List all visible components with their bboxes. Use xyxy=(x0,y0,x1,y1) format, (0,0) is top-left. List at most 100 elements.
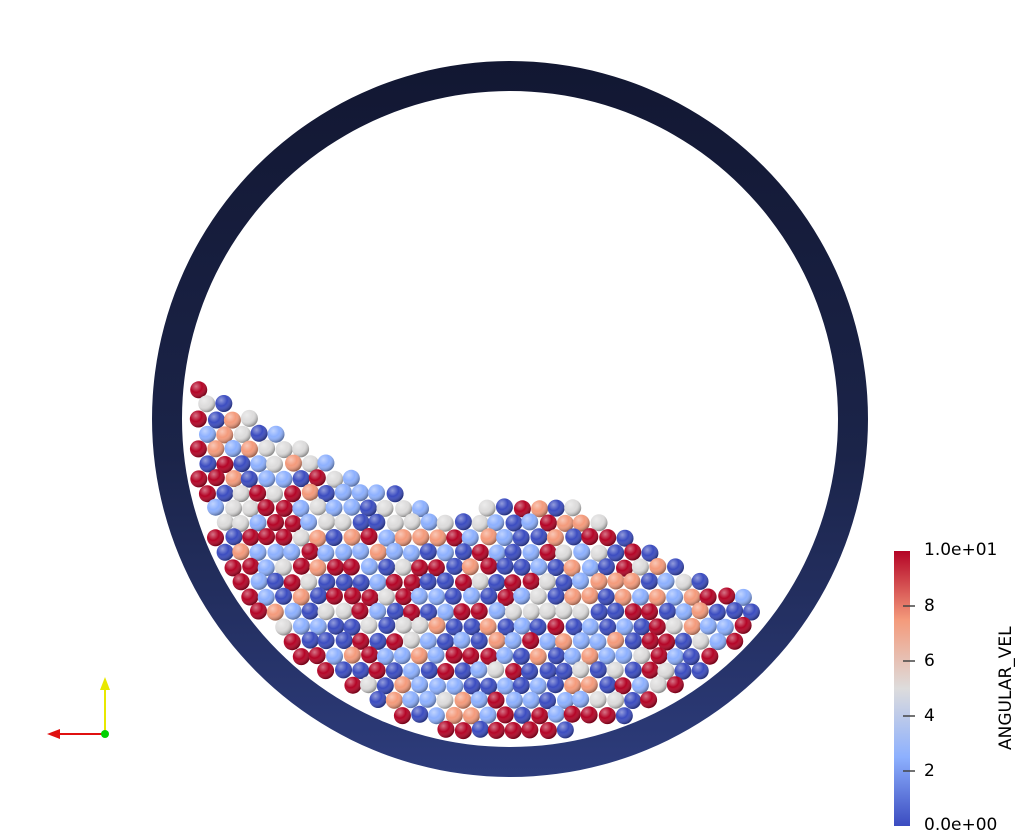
particle-shading xyxy=(488,632,506,649)
particle-shading xyxy=(547,705,565,723)
particle-shading xyxy=(301,631,319,649)
particle-shading xyxy=(531,500,549,518)
particle-shading xyxy=(463,618,481,636)
particle-shading xyxy=(522,603,540,621)
particle-shading xyxy=(589,661,607,679)
particle-shading xyxy=(309,529,327,547)
particle-shading xyxy=(581,528,599,546)
particle-shading xyxy=(614,677,632,695)
particle-shading xyxy=(565,528,583,546)
particle-shading xyxy=(225,528,243,546)
particle-shading xyxy=(199,455,217,473)
particle-shading xyxy=(488,574,506,591)
particle-shading xyxy=(529,587,547,605)
particle-shading xyxy=(207,440,225,458)
particle-shading xyxy=(361,589,379,607)
particle-shading xyxy=(376,648,394,665)
particle-shading xyxy=(394,558,412,576)
particle-shading xyxy=(275,441,293,459)
particle-shading xyxy=(572,514,590,532)
particle-shading xyxy=(497,618,515,636)
particle-shading xyxy=(470,602,488,620)
particle-shading xyxy=(546,529,564,547)
particle-shading xyxy=(232,543,250,561)
particle-shading xyxy=(344,587,361,605)
particle-shading xyxy=(267,543,285,561)
particle-shading xyxy=(436,572,454,590)
particle-shading xyxy=(327,617,345,635)
particle-shading xyxy=(351,602,369,620)
particle-shading xyxy=(300,573,318,591)
particle-shading xyxy=(369,574,387,591)
particle-shading xyxy=(189,410,207,428)
particle-shading xyxy=(615,646,633,664)
particle-shading xyxy=(675,573,693,591)
particle-shading xyxy=(641,544,659,562)
particle-shading xyxy=(429,677,446,695)
colorbar-title: ANGULAR_VEL xyxy=(996,626,1016,750)
particle-shading xyxy=(614,588,632,606)
particle-shading xyxy=(675,603,693,621)
particle-shading xyxy=(563,705,581,723)
particle-shading xyxy=(488,544,506,562)
particle-shading xyxy=(309,618,327,636)
particle-shading xyxy=(334,514,352,531)
particle-shading xyxy=(445,706,463,724)
particle-shading xyxy=(479,618,497,636)
particle-shading xyxy=(436,633,454,651)
particle-shading xyxy=(530,528,548,546)
particle-shading xyxy=(624,692,642,709)
particle-shading xyxy=(521,662,539,680)
particle-shading xyxy=(649,558,667,575)
particle-shading xyxy=(376,499,394,517)
particle-shading xyxy=(403,513,421,531)
colorbar-min-label: 0.0e+00 xyxy=(924,815,998,835)
particle-shading xyxy=(522,544,540,562)
particle-shading xyxy=(266,485,283,503)
particle-shading xyxy=(275,470,293,488)
particle-shading xyxy=(317,662,335,680)
particle-shading xyxy=(284,515,302,533)
particle-shading xyxy=(512,647,530,665)
particle-shading xyxy=(547,647,565,665)
particle-shading xyxy=(624,661,642,679)
particle-shading xyxy=(257,559,275,577)
particle-shading xyxy=(683,618,701,635)
particle-shading xyxy=(648,588,666,606)
particle-shading xyxy=(386,542,403,560)
particle-shading xyxy=(335,632,353,649)
particle-shading xyxy=(454,513,472,531)
particle-shading xyxy=(292,617,310,635)
particle-shading xyxy=(266,572,284,590)
particle-shading xyxy=(487,661,505,679)
particle-shading xyxy=(257,588,275,606)
particle-shading xyxy=(463,587,480,605)
particle-shading xyxy=(240,409,258,427)
particle-shading xyxy=(479,706,497,724)
particle-shading xyxy=(360,528,378,545)
particle-shading xyxy=(317,544,335,562)
particle-shading xyxy=(691,602,709,620)
particle-shading xyxy=(242,528,260,546)
particle-shading xyxy=(513,587,531,605)
particle-shading xyxy=(420,513,438,531)
particle-shading xyxy=(607,602,625,620)
particle-shading xyxy=(555,544,573,562)
particle-shading xyxy=(317,454,335,472)
particle-shading xyxy=(428,617,446,635)
particle-shading xyxy=(343,618,361,636)
particle-shading xyxy=(555,662,573,680)
particle-shading xyxy=(701,647,719,665)
particle-shading xyxy=(368,484,385,502)
particle-shading xyxy=(335,573,353,591)
particle-shading xyxy=(666,648,684,666)
particle-shading xyxy=(597,558,615,576)
particle-shading xyxy=(402,544,420,562)
particle-shading xyxy=(198,395,216,413)
particle-shading xyxy=(521,721,539,739)
particle-shading xyxy=(368,662,386,679)
particle-shading xyxy=(232,515,250,532)
particle-shading xyxy=(292,557,310,575)
particle-shading xyxy=(667,558,684,576)
